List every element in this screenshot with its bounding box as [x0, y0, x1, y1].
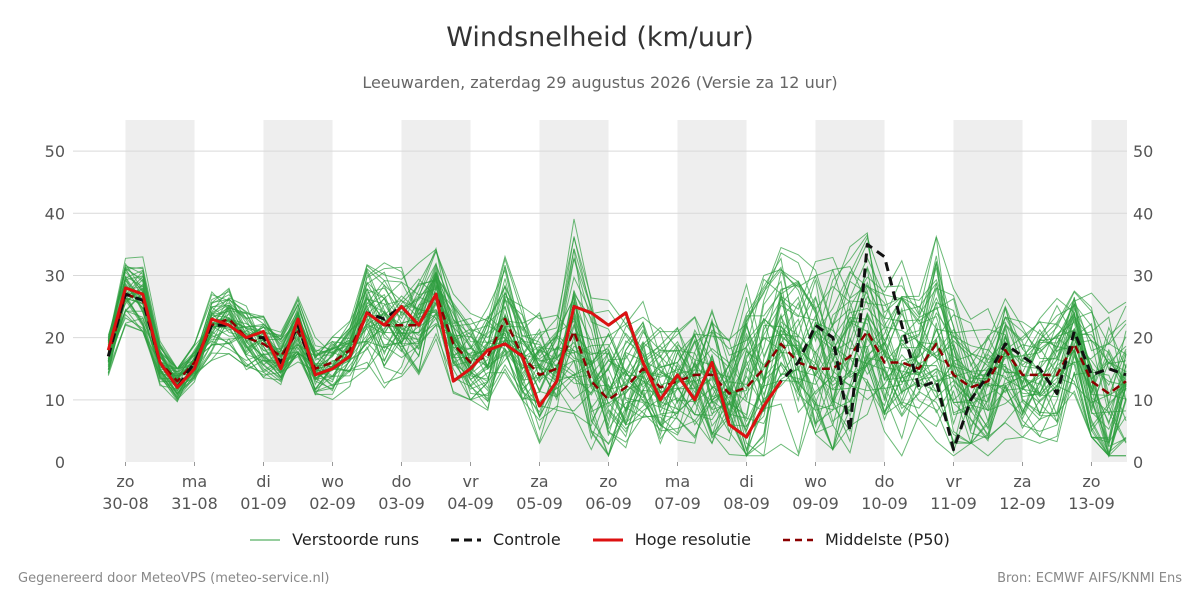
ensemble-member-line [107, 249, 1127, 458]
x-tick-day: zo [1082, 472, 1100, 491]
x-tick-date: 08-09 [723, 494, 770, 513]
y-tick-label-left: 50 [45, 142, 65, 161]
x-tick-day: do [392, 472, 412, 491]
x-tick-date: 11-09 [930, 494, 977, 513]
ensemble-member-line [107, 231, 1127, 415]
y-tick-label-left: 30 [45, 266, 65, 285]
legend-label-hoge-resolutie: Hoge resolutie [634, 530, 751, 549]
x-tick-date: 13-09 [1068, 494, 1115, 513]
legend-label-ensemble: Verstoorde runs [292, 530, 420, 549]
legend-swatch-controle [451, 538, 482, 541]
x-tick-day: wo [321, 472, 344, 491]
x-tick-day: di [256, 472, 271, 491]
ensemble-member-line [107, 282, 1127, 457]
day-shading [263, 120, 333, 462]
x-tick-day: do [875, 472, 895, 491]
ensemble-member-line [107, 266, 1127, 443]
x-tick-date: 31-08 [171, 494, 218, 513]
x-tick-date: 12-09 [999, 494, 1046, 513]
ensemble-member-line [107, 248, 1127, 457]
day-shading [401, 120, 471, 462]
y-tick-label-right: 0 [1133, 453, 1143, 472]
footer-source: Bron: ECMWF AIFS/KNMI Ens [997, 571, 1182, 586]
chart-title: Windsnelheid (km/uur) [446, 22, 754, 53]
ensemble-member-line [107, 267, 1127, 455]
series-line-controle [106, 242, 1127, 452]
y-tick-label-left: 20 [45, 329, 65, 348]
legend-item-p50: Middelste (P50) [782, 530, 950, 549]
x-tick-day: ma [182, 472, 207, 491]
y-tick-label-left: 0 [55, 453, 65, 472]
y-tick-label-left: 40 [45, 204, 65, 223]
ensemble-member-line [107, 273, 1127, 452]
legend-swatch-p50 [782, 538, 813, 541]
legend-item-hoge-resolutie: Hoge resolutie [592, 530, 751, 549]
x-tick-day: vr [462, 472, 478, 491]
x-tick-date: 02-09 [309, 494, 356, 513]
x-tick-day: di [739, 472, 754, 491]
legend-label-controle: Controle [493, 530, 561, 549]
y-tick-label-left: 10 [45, 391, 65, 410]
ensemble-member-line [107, 248, 1127, 437]
legend-label-p50: Middelste (P50) [824, 530, 950, 549]
footer-credit: Gegenereerd door MeteoVPS (meteo-service… [18, 571, 330, 586]
legend-swatch-ensemble [250, 539, 281, 540]
legend: Verstoorde runs Controle Hoge resolutie … [0, 530, 1200, 549]
x-tick-date: 03-09 [378, 494, 425, 513]
x-tick-day: za [1013, 472, 1031, 491]
x-tick-date: 06-09 [585, 494, 632, 513]
ensemble-member-line [107, 275, 1127, 457]
ensemble-member-line [107, 268, 1127, 424]
y-tick-label-right: 50 [1133, 142, 1153, 161]
x-tick-date: 30-08 [102, 494, 149, 513]
x-tick-date: 10-09 [861, 494, 908, 513]
x-tick-date: 01-09 [240, 494, 287, 513]
legend-item-ensemble: Verstoorde runs [250, 530, 419, 549]
x-tick-day: ma [665, 472, 690, 491]
x-tick-date: 07-09 [654, 494, 701, 513]
x-tick-day: zo [116, 472, 134, 491]
y-tick-label-right: 10 [1133, 391, 1153, 410]
series-line-hoge-resolutie [106, 286, 783, 439]
x-tick-day: zo [599, 472, 617, 491]
legend-item-controle: Controle [451, 530, 561, 549]
ensemble-member-line [107, 262, 1126, 458]
y-tick-label-right: 30 [1133, 266, 1153, 285]
x-tick-date: 09-09 [792, 494, 839, 513]
chart-subtitle: Leeuwarden, zaterdag 29 augustus 2026 (V… [362, 73, 838, 92]
x-tick-date: 04-09 [447, 494, 494, 513]
series-line-middelste-p50 [107, 292, 1127, 402]
legend-swatch-hoge-resolutie [592, 538, 623, 541]
x-tick-date: 05-09 [516, 494, 563, 513]
y-tick-label-right: 20 [1133, 329, 1153, 348]
x-tick-day: wo [804, 472, 827, 491]
x-tick-day: vr [945, 472, 961, 491]
y-tick-label-right: 40 [1133, 204, 1153, 223]
ensemble-member-line [107, 256, 1126, 457]
x-tick-day: za [530, 472, 548, 491]
ensemble-member-line [107, 267, 1127, 451]
